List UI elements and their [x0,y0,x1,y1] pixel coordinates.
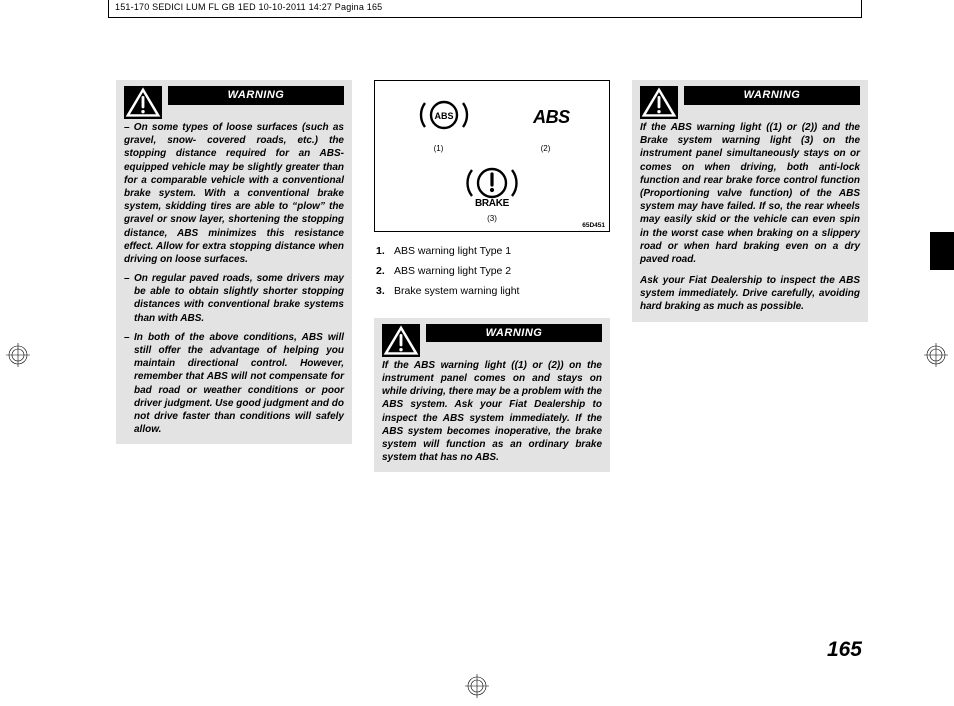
warning-triangle-icon [640,86,678,119]
figure-legend: 1.ABS warning light Type 1 2.ABS warning… [376,242,610,302]
registration-mark-icon [465,674,489,698]
warning-title: WARNING [426,324,602,343]
column-2: ABS ABS (1) (2) BRAKE [374,80,610,472]
warning-text: If the ABS warning light ((1) or (2)) an… [640,121,860,266]
figure-caption: (2) [541,144,551,153]
warning-text-follow: Ask your Fiat Dealership to inspect the … [640,274,860,314]
abs-light-type2-icon: ABS [533,107,570,128]
page-number: 165 [827,638,862,662]
registration-mark-icon [924,343,948,367]
column-3: WARNING If the ABS warning light ((1) or… [632,80,868,472]
warning-box: WARNING If the ABS warning light ((1) or… [632,80,868,322]
warning-bullet: –On regular paved roads, some drivers ma… [124,272,344,325]
warning-bullet: –In both of the above conditions, ABS wi… [124,331,344,437]
warning-text: If the ABS warning light ((1) or (2)) on… [382,359,602,465]
svg-text:BRAKE: BRAKE [475,198,510,207]
crop-header: 151-170 SEDICI LUM FL GB 1ED 10-10-2011 … [108,0,862,18]
abs-light-type1-icon: ABS [414,95,474,140]
warning-box: WARNING If the ABS warning light ((1) or… [374,318,610,473]
figure-box: ABS ABS (1) (2) BRAKE [374,80,610,232]
registration-mark-icon [6,343,30,367]
page-content: WARNING – On some types of loose surface… [116,80,868,472]
warning-title: WARNING [168,86,344,105]
figure-id: 65D451 [582,222,605,229]
warning-triangle-icon [124,86,162,119]
figure-caption: (1) [434,144,444,153]
column-1: WARNING – On some types of loose surface… [116,80,352,472]
svg-text:ABS: ABS [435,111,454,121]
figure-caption: (3) [487,214,497,223]
warning-box: WARNING – On some types of loose surface… [116,80,352,444]
warning-title: WARNING [684,86,860,105]
warning-text: – On some types of loose surfaces (such … [124,121,344,266]
side-tab [930,232,954,270]
brake-light-icon: BRAKE [461,163,523,212]
warning-triangle-icon [382,324,420,357]
